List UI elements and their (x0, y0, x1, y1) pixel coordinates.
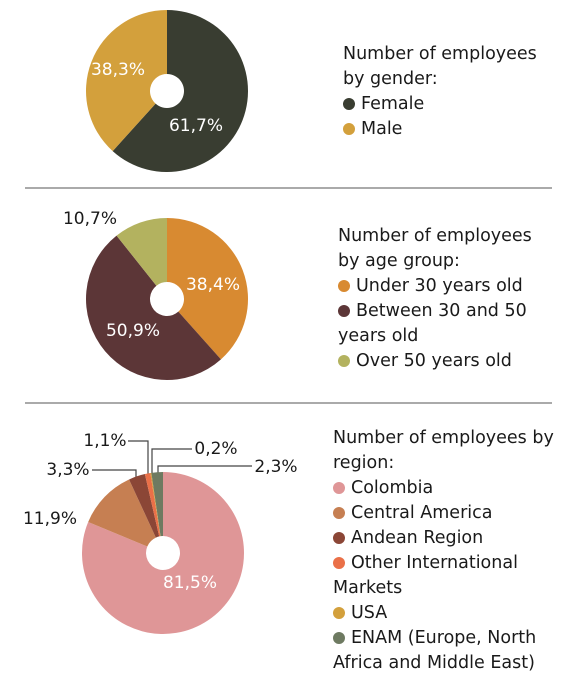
value-label: 3,3% (46, 460, 89, 480)
legend-swatch (333, 482, 345, 494)
legend-label: Over 50 years old (356, 351, 512, 371)
legend-swatch (338, 280, 350, 292)
value-label: 81,5% (163, 573, 217, 593)
legend-item: Central America (333, 501, 564, 526)
legend-label: Other International Markets (333, 553, 518, 598)
pie-slice (167, 218, 248, 360)
legend-item: USA (333, 601, 564, 626)
value-label: 2,3% (254, 457, 297, 477)
value-label: 0,2% (194, 439, 237, 459)
legend-label: ENAM (Europe, North Africa and Middle Ea… (333, 628, 537, 673)
value-label: 61,7% (169, 116, 223, 136)
value-label: 1,1% (83, 431, 126, 451)
pie-slice (116, 218, 167, 286)
pie-slice (129, 474, 160, 538)
leader-lines (92, 440, 252, 480)
value-label: 38,3% (91, 60, 145, 80)
legend-item: ENAM (Europe, North Africa and Middle Ea… (333, 626, 564, 676)
value-label: 38,4% (186, 275, 240, 295)
pie-slice (86, 235, 221, 380)
legend-label: Female (361, 94, 425, 114)
legend-item: Under 30 years old (338, 274, 553, 299)
legend-item: Over 50 years old (338, 349, 553, 374)
pie-slice (150, 472, 161, 537)
value-label: 50,9% (106, 321, 160, 341)
legend-label: Male (361, 119, 403, 139)
legend-swatch (333, 532, 345, 544)
legend-title: Number of employees by gender: (343, 44, 537, 89)
pie-slice (151, 472, 163, 537)
value-label: 11,9% (23, 509, 77, 529)
pie-slice (112, 10, 248, 172)
legend-swatch (333, 632, 345, 644)
legend-swatch (338, 355, 350, 367)
legend-label: USA (351, 603, 388, 623)
legend: Number of employees by gender: Female Male (343, 42, 558, 142)
legend-swatch (343, 123, 355, 135)
legend-swatch (338, 305, 350, 317)
legend-item: Between 30 and 50 years old (338, 299, 553, 349)
legend: Number of employees by age group: Under 3… (338, 224, 553, 374)
pie-slice (82, 472, 245, 634)
legend-label: Colombia (351, 478, 434, 498)
pie-slice (88, 479, 156, 547)
legend-title: Number of employees by region: (333, 428, 554, 473)
legend-label: Central America (351, 503, 493, 523)
legend-label: Andean Region (351, 528, 484, 548)
legend-title: Number of employees by age group: (338, 226, 532, 271)
legend-item: Other International Markets (333, 551, 564, 601)
legend-swatch (333, 557, 345, 569)
legend-swatch (343, 98, 355, 110)
pie-slice (85, 10, 167, 152)
legend-label: Under 30 years old (356, 276, 523, 296)
legend-label: Between 30 and 50 years old (338, 301, 527, 346)
legend-swatch (333, 607, 345, 619)
legend-item: Female (343, 92, 558, 117)
legend-swatch (333, 507, 345, 519)
legend-item: Andean Region (333, 526, 564, 551)
value-label: 10,7% (63, 209, 117, 229)
pie-slice (144, 472, 161, 537)
legend-item: Colombia (333, 476, 564, 501)
legend: Number of employees by region: Colombia Ce… (333, 426, 564, 676)
legend-item: Male (343, 117, 558, 142)
